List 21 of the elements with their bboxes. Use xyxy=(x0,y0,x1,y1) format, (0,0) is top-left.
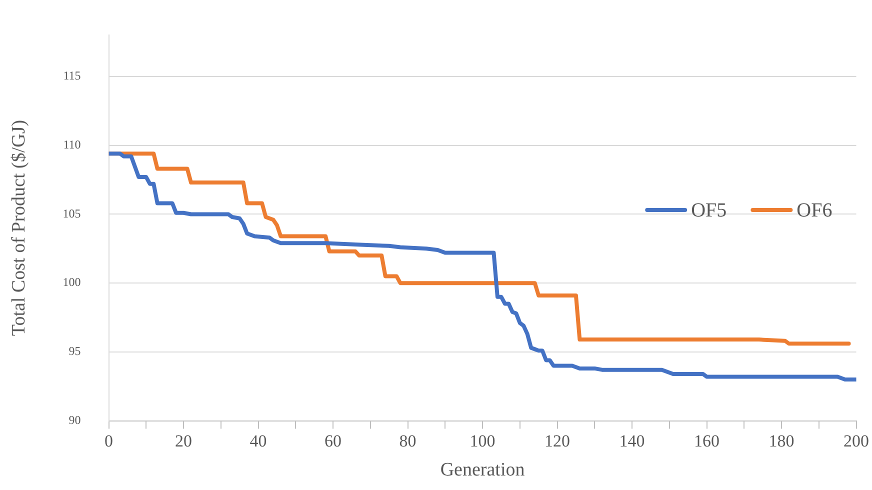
legend-label: OF5 xyxy=(691,199,727,222)
x-tick-label: 40 xyxy=(250,431,267,450)
y-tick-label: 100 xyxy=(62,275,81,290)
x-tick-label: 120 xyxy=(544,431,570,450)
y-tick-label: 105 xyxy=(62,206,81,220)
x-tick-label: 100 xyxy=(470,431,496,450)
x-tick-label: 140 xyxy=(619,431,645,450)
y-tick-label: 90 xyxy=(68,412,81,427)
legend-label: OF6 xyxy=(796,199,832,222)
x-axis-title: Generation xyxy=(440,460,526,481)
x-tick-label: 200 xyxy=(844,431,869,450)
x-tick-label: 180 xyxy=(768,431,794,450)
y-tick-label: 110 xyxy=(63,138,81,152)
y-tick-label: 95 xyxy=(68,344,81,358)
y-axis-title: Total Cost of Product ($/GJ) xyxy=(8,120,30,336)
x-tick-label: 0 xyxy=(104,431,114,450)
x-tick-label: 20 xyxy=(175,431,192,450)
y-tick-label: 115 xyxy=(63,68,81,83)
x-tick-label: 160 xyxy=(694,431,720,450)
x-tick-label: 60 xyxy=(324,431,342,450)
x-tick-label: 80 xyxy=(399,431,416,450)
